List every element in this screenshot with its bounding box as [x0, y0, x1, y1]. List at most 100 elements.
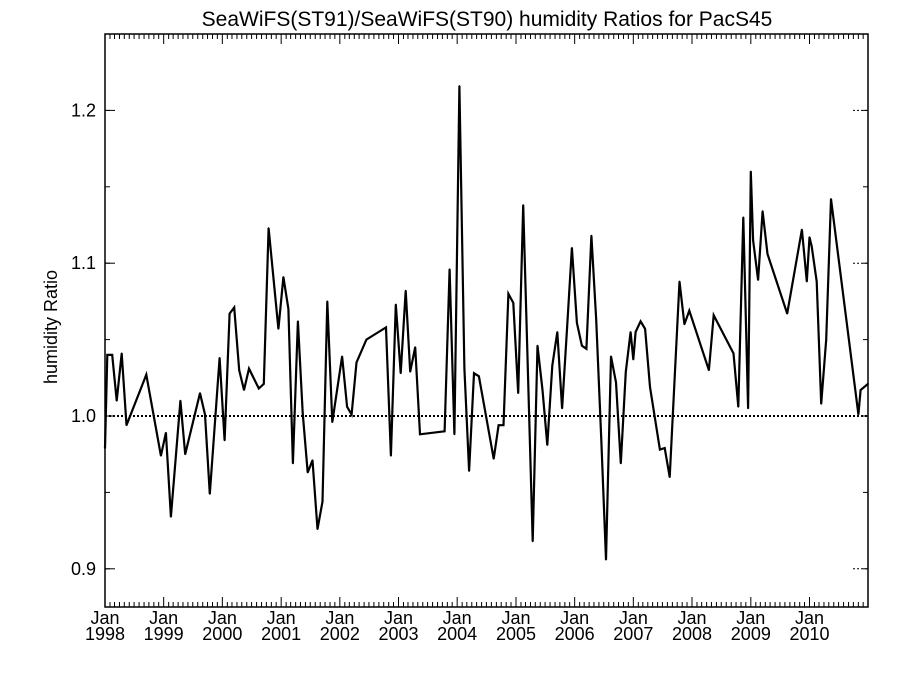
- data-point: [576, 321, 578, 324]
- data-point: [663, 447, 666, 449]
- data-point: [346, 405, 348, 408]
- x-tick-month-label: Jan: [736, 608, 765, 628]
- data-point: [644, 328, 646, 330]
- data-point: [458, 85, 461, 87]
- data-point: [243, 389, 245, 391]
- data-point: [106, 354, 109, 356]
- data-point: [830, 198, 832, 200]
- data-point: [115, 399, 118, 402]
- data-point: [808, 236, 811, 239]
- data-point: [752, 239, 754, 242]
- data-point: [820, 402, 823, 405]
- data-point: [688, 309, 691, 312]
- data-point: [857, 413, 860, 416]
- data-point: [766, 253, 769, 255]
- x-tick-month-label: Jan: [208, 608, 237, 628]
- x-tick-year-label: 2009: [731, 624, 771, 644]
- data-point: [605, 558, 607, 561]
- data-point: [566, 326, 568, 329]
- data-point: [810, 245, 813, 248]
- data-point: [311, 459, 314, 462]
- x-tick-year-label: 2008: [672, 624, 712, 644]
- data-point: [331, 421, 334, 423]
- data-point: [238, 369, 241, 372]
- data-point: [786, 312, 789, 315]
- data-point: [712, 314, 715, 317]
- data-point: [615, 381, 617, 384]
- axes-layer: 0.91.01.11.2Jan1998Jan1999Jan2000Jan2001…: [71, 34, 868, 644]
- data-point: [355, 361, 358, 364]
- data-point: [659, 448, 661, 451]
- data-point: [170, 515, 172, 518]
- data-point: [316, 528, 319, 530]
- data-point: [111, 354, 114, 356]
- x-tick-year-label: 2003: [378, 624, 418, 644]
- data-point: [179, 399, 182, 402]
- x-tick-year-label: 2005: [496, 624, 536, 644]
- x-tick-month-label: Jan: [325, 608, 354, 628]
- data-point: [292, 462, 294, 465]
- data-point: [365, 338, 368, 341]
- data-point: [306, 471, 309, 474]
- x-tick-year-label: 2010: [789, 624, 829, 644]
- data-point: [732, 352, 735, 355]
- data-point: [223, 439, 226, 442]
- data-point: [546, 444, 549, 446]
- x-tick-year-label: 2000: [202, 624, 242, 644]
- data-point: [233, 306, 236, 309]
- data-point: [419, 433, 421, 436]
- series-layer: [103, 85, 869, 561]
- data-point: [585, 347, 588, 350]
- data-point: [218, 357, 221, 359]
- data-point: [507, 292, 510, 295]
- data-point: [629, 331, 632, 333]
- data-point: [639, 320, 642, 323]
- x-tick-month-label: Jan: [560, 608, 589, 628]
- data-point: [595, 318, 598, 321]
- data-point: [394, 303, 397, 306]
- data-point: [517, 392, 520, 394]
- data-point: [463, 367, 466, 370]
- x-tick-year-label: 2001: [261, 624, 301, 644]
- data-point: [683, 323, 686, 326]
- data-point: [453, 433, 456, 436]
- y-tick-label: 1.1: [71, 253, 96, 273]
- y-tick-label: 1.0: [71, 406, 96, 426]
- data-point: [561, 407, 563, 410]
- x-tick-month-label: Jan: [619, 608, 648, 628]
- data-point: [326, 300, 329, 303]
- data-point: [208, 493, 211, 495]
- x-tick-year-label: 2006: [555, 624, 595, 644]
- data-point: [632, 358, 635, 361]
- data-point: [385, 326, 387, 329]
- data-point: [742, 216, 745, 219]
- data-point: [321, 500, 324, 503]
- data-point: [556, 331, 559, 333]
- data-point: [282, 276, 285, 278]
- x-tick-month-label: Jan: [677, 608, 706, 628]
- data-point: [228, 312, 231, 315]
- data-point: [737, 405, 740, 408]
- data-point: [145, 373, 148, 376]
- data-point: [531, 540, 534, 543]
- data-point: [287, 308, 290, 310]
- data-point: [757, 279, 759, 281]
- x-tick-month-label: Jan: [443, 608, 472, 628]
- data-point: [204, 413, 206, 416]
- data-point: [468, 470, 470, 472]
- data-point: [708, 369, 710, 372]
- data-point: [478, 375, 480, 378]
- data-point: [749, 170, 752, 173]
- data-point: [825, 338, 828, 341]
- data-point: [199, 392, 201, 394]
- data-point: [399, 372, 402, 375]
- data-point: [297, 320, 299, 323]
- data-point: [600, 436, 603, 439]
- data-point: [120, 352, 123, 355]
- plot-frame: [104, 33, 869, 608]
- data-point: [678, 280, 681, 283]
- data-point: [350, 413, 353, 416]
- data-point: [414, 346, 417, 349]
- x-tick-month-label: Jan: [149, 608, 178, 628]
